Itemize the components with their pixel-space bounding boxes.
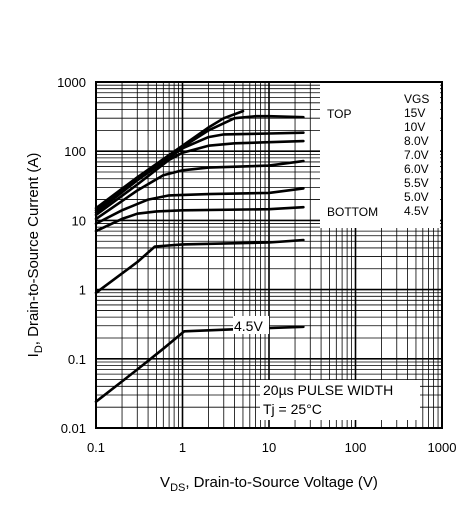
pulse-width-annotation: 20µs PULSE WIDTH bbox=[263, 382, 393, 398]
y-tick-label: 0.01 bbox=[61, 421, 86, 436]
curve-label-background bbox=[233, 316, 269, 334]
y-axis-title-rest: , Drain-to-Source Current (A) bbox=[25, 153, 42, 346]
x-axis-title-sub: DS bbox=[170, 482, 185, 494]
series-line bbox=[94, 205, 305, 233]
plot-frame bbox=[95, 81, 443, 429]
y-tick-label: 10 bbox=[72, 213, 86, 228]
legend-entry: 6.0V bbox=[404, 162, 429, 176]
legend-header: VGS bbox=[404, 92, 429, 106]
legend: TOP BOTTOM VGS 15V10V8.0V7.0V6.0V5.5V5.0… bbox=[327, 92, 429, 219]
x-tick-label: 1 bbox=[179, 440, 186, 455]
legend-entry: 15V bbox=[404, 106, 425, 120]
pulse-annotation-background bbox=[260, 380, 420, 420]
y-axis-title-sub: D bbox=[33, 345, 45, 353]
legend-entry: 5.5V bbox=[404, 176, 429, 190]
legend-entry: 8.0V bbox=[404, 134, 429, 148]
legend-bottom-label: BOTTOM bbox=[327, 205, 378, 219]
legend-entry: 5.0V bbox=[404, 190, 429, 204]
legend-entry: 4.5V bbox=[404, 204, 429, 218]
temperature-annotation: Tj = 25°C bbox=[263, 401, 322, 417]
y-tick-label: 0.1 bbox=[68, 352, 86, 367]
series-line bbox=[94, 187, 305, 225]
x-axis-title-main: V bbox=[160, 474, 170, 491]
series-line bbox=[94, 131, 305, 214]
y-axis-title: ID, Drain-to-Source Current (A) bbox=[25, 153, 45, 358]
legend-entry: 10V bbox=[404, 120, 425, 134]
x-axis-title: VDS, Drain-to-Source Voltage (V) bbox=[160, 474, 378, 494]
x-tick-label: 0.1 bbox=[87, 440, 105, 455]
series-line bbox=[94, 159, 305, 221]
x-tick-label: 100 bbox=[345, 440, 367, 455]
curve-label-4-5v: 4.5V bbox=[234, 318, 263, 334]
y-tick-label: 1000 bbox=[57, 75, 86, 90]
legend-box bbox=[320, 82, 440, 228]
x-axis-title-rest: , Drain-to-Source Voltage (V) bbox=[185, 474, 378, 491]
series-line bbox=[94, 238, 305, 295]
series-line bbox=[94, 139, 305, 217]
y-tick-label: 1 bbox=[79, 283, 86, 298]
legend-entry: 7.0V bbox=[404, 148, 429, 162]
y-axis-title-main: I bbox=[25, 353, 42, 357]
legend-top-label: TOP bbox=[327, 107, 351, 121]
y-tick-label: 100 bbox=[64, 144, 86, 159]
x-tick-label: 10 bbox=[262, 440, 276, 455]
x-tick-label: 1000 bbox=[428, 440, 457, 455]
